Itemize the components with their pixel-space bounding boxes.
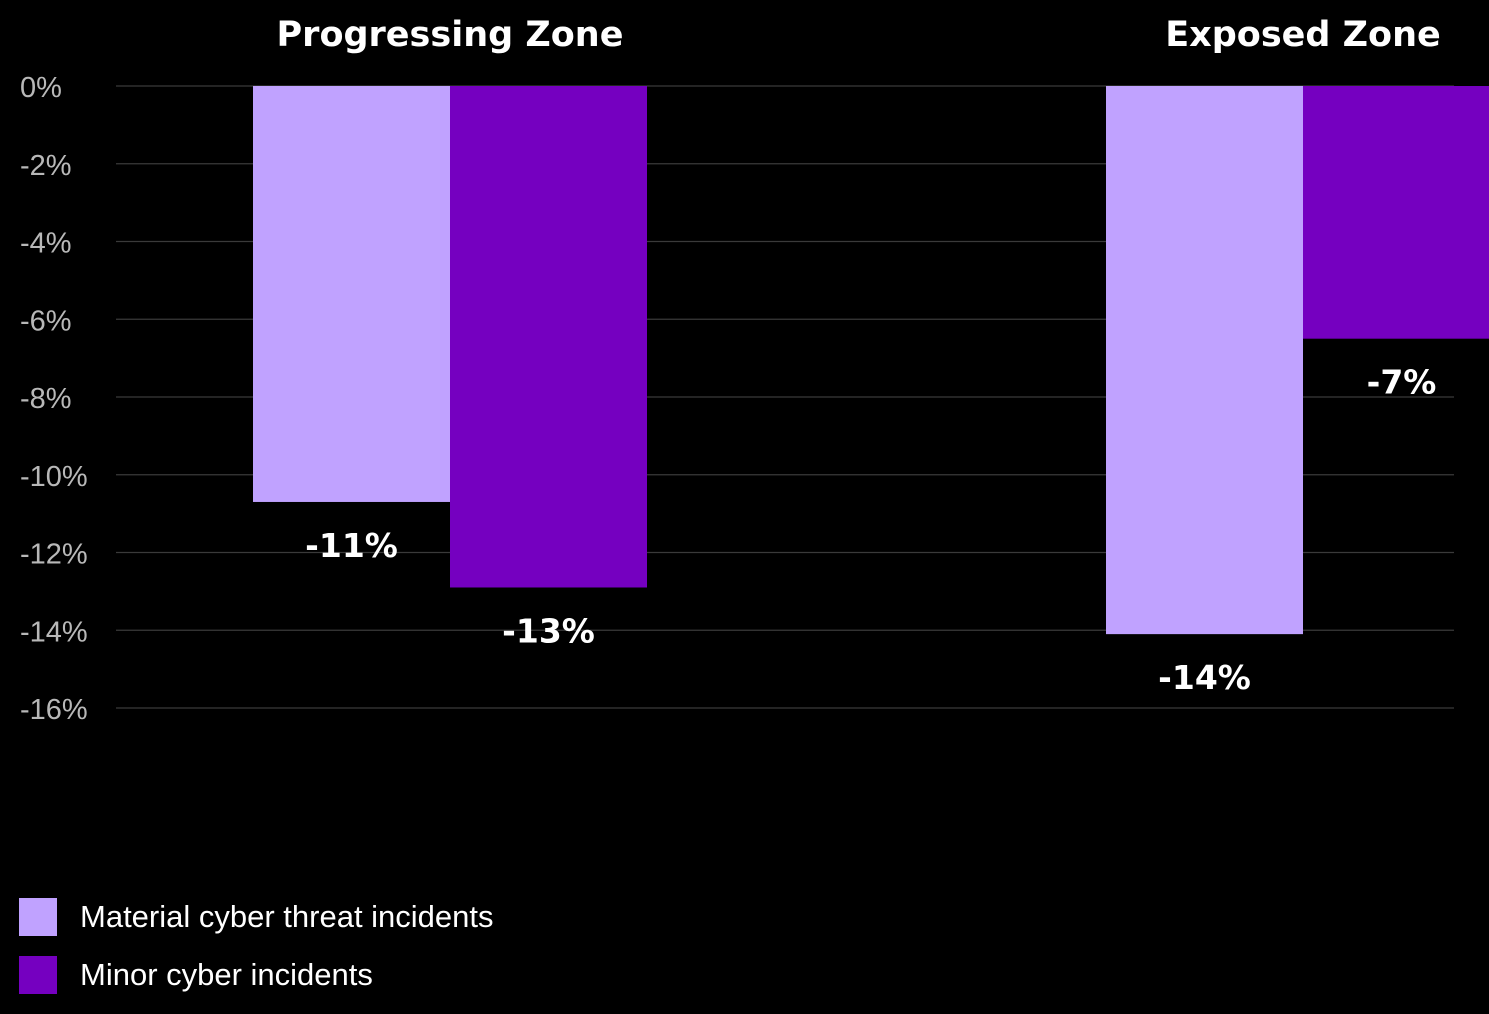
category-labels: Progressing Zone Exposed Zone (277, 15, 1441, 55)
y-tick-label: -2% (20, 150, 72, 182)
category-label: Exposed Zone (1165, 15, 1440, 55)
data-label: -11% (305, 526, 398, 565)
y-tick-label: -16% (20, 694, 88, 726)
y-tick-label: -12% (20, 539, 88, 571)
y-tick-label: -4% (20, 228, 72, 260)
y-tick-label: -10% (20, 461, 88, 493)
bar-material-exposed (1106, 86, 1303, 635)
legend-label-minor: Minor cyber incidents (80, 957, 373, 992)
legend-swatch-material (19, 898, 57, 936)
y-axis-tick-labels: 0% -2% -4% -6% -8% -10% -12% -14% -16% (20, 72, 88, 726)
y-tick-label: 0% (20, 72, 62, 104)
data-labels: -11% -14% -13% -7% (305, 363, 1436, 697)
bar-chart: 0% -2% -4% -6% -8% -10% -12% -14% -16% Progressi… (20, 15, 1489, 726)
category-label: Progressing Zone (277, 15, 624, 55)
legend-item-material: Material cyber threat incidents (19, 898, 494, 936)
legend-swatch-minor (19, 956, 57, 994)
bar-minor-progressing (450, 86, 647, 588)
legend-label-material: Material cyber threat incidents (80, 899, 494, 934)
bar-minor-exposed (1303, 86, 1489, 339)
data-label: -14% (1158, 658, 1251, 697)
y-tick-label: -14% (20, 616, 88, 648)
data-label: -7% (1367, 363, 1437, 402)
bar-material-progressing (253, 86, 450, 502)
bars (253, 86, 1489, 635)
data-label: -13% (502, 611, 595, 650)
y-tick-label: -8% (20, 383, 72, 415)
legend: Material cyber threat incidents Minor cy… (19, 898, 494, 1014)
y-tick-label: -6% (20, 305, 72, 337)
legend-item-minor: Minor cyber incidents (19, 956, 494, 994)
